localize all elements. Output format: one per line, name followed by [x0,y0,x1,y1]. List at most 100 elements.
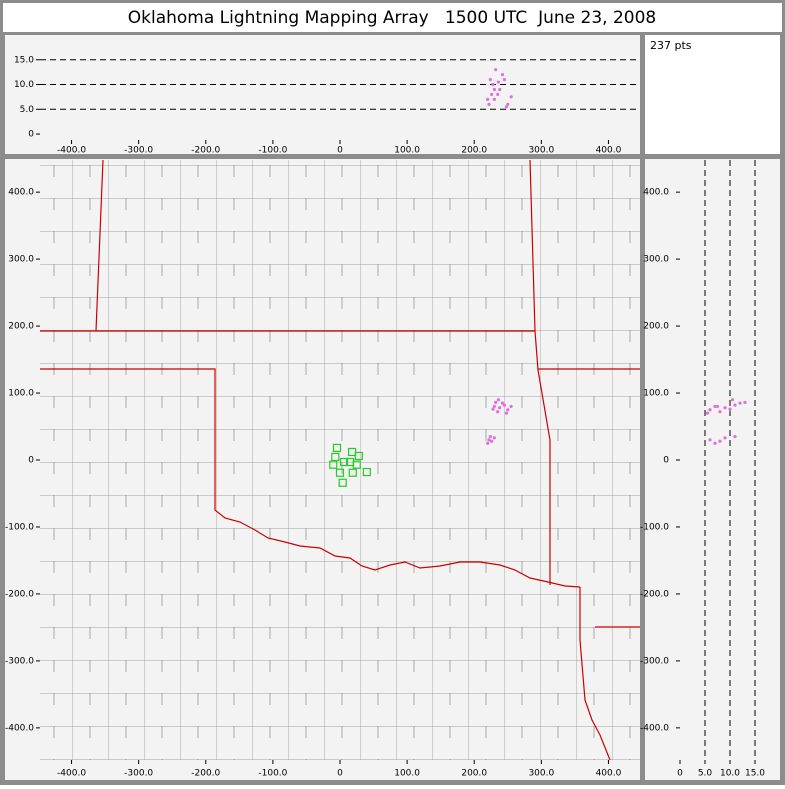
y-tick-label: 300.0 [8,255,34,265]
source-profile [705,411,710,415]
points-count: 237 pts [650,39,692,52]
station [362,467,371,477]
source-altitude [487,102,491,106]
y-tick-label: -200.0 [5,589,34,599]
station [332,443,342,453]
source-plan [496,410,500,414]
source-plan [496,398,500,402]
x-tick-label: 400.0 [596,769,622,779]
state-line [40,159,551,585]
source-altitude [502,77,507,82]
source-altitude [488,77,492,82]
source-plan [490,439,494,443]
x-tick-label: 0 [677,769,683,779]
source-plan [486,441,490,445]
source-profile [718,439,722,443]
source-profile [733,434,737,439]
x-tick-label: -200.0 [191,769,220,779]
y-tick-label: -100.0 [5,522,34,532]
source-profile [708,438,712,442]
y-tick-label: 0 [28,130,34,140]
y-tick-label: -200.0 [640,589,669,599]
x-tick-label: -100.0 [258,769,287,779]
station [345,457,355,467]
x-tick-label: 200.0 [461,769,487,779]
source-profile [728,407,732,411]
source-profile [723,406,727,410]
station [354,451,363,461]
state-line [40,368,581,588]
x-tick-label: 400.0 [596,146,622,156]
x-tick-label: 0 [337,769,343,779]
source-plan [488,434,492,439]
source-altitude [492,97,496,101]
x-tick-label: 200.0 [461,146,487,156]
title-bar [3,3,782,32]
source-altitude [509,95,513,99]
station [335,468,345,477]
station [348,468,357,477]
source-altitude [500,73,505,77]
y-tick-label: -100.0 [640,522,669,532]
x-tick-label: 0 [337,146,343,156]
source-profile [738,401,742,405]
x-tick-label: 100.0 [394,146,420,156]
x-tick-label: -200.0 [191,146,220,156]
y-tick-label: 400.0 [643,188,669,198]
x-tick-label: -400.0 [57,769,86,779]
y-tick-label: -400.0 [5,723,34,733]
source-altitude [496,92,500,97]
source-profile [708,408,712,412]
source-altitude [486,97,490,101]
source-profile [733,403,737,407]
x-tick-label: 300.0 [528,769,554,779]
x-tick-label: 15.0 [745,769,765,779]
source-altitude [494,68,498,72]
source-profile [713,404,717,409]
y-tick-label: 200.0 [643,322,669,332]
station [329,460,338,469]
info-panel [645,35,780,154]
station [339,457,349,467]
x-tick-label: 5.0 [698,769,713,779]
source-profile [713,441,717,445]
x-tick-label: -400.0 [57,146,86,156]
source-altitude [506,102,510,106]
source-plan [492,404,496,409]
x-tick-label: -300.0 [124,146,153,156]
source-plan [498,406,502,410]
station [338,478,347,487]
y-tick-label: 100.0 [643,389,669,399]
x-tick-label: -100.0 [258,146,287,156]
source-plan [487,438,491,442]
source-plan [509,404,513,409]
y-tick-label: 5.0 [20,105,35,115]
plot-layer: -400.0 -300.0 -200.0 -100.0 0 100.0 200.0 300.0… [5,55,765,778]
source-profile [730,398,735,402]
y-tick-label: 0 [663,456,669,466]
source-altitude [504,105,509,109]
y-tick-label: 10.0 [14,80,34,90]
source-plan [494,400,498,405]
y-tick-label: 0 [28,456,34,466]
y-tick-label: 400.0 [8,188,34,198]
source-altitude [498,87,502,92]
source-altitude [496,80,500,84]
x-tick-label: 300.0 [528,146,554,156]
source-plan [500,401,505,405]
y-tick-label: -300.0 [640,656,669,666]
source-profile [718,410,722,414]
source-altitude [491,82,495,87]
y-tick-label: 300.0 [643,255,669,265]
x-tick-label: -300.0 [124,769,153,779]
y-tick-label: 200.0 [8,322,34,332]
y-tick-label: 15.0 [14,55,34,65]
source-altitude [492,87,496,92]
station [331,452,340,462]
source-profile [715,404,720,409]
source-plan [491,407,495,411]
altitude-panel [5,35,640,154]
source-plan [502,403,507,407]
source-altitude [490,92,494,97]
